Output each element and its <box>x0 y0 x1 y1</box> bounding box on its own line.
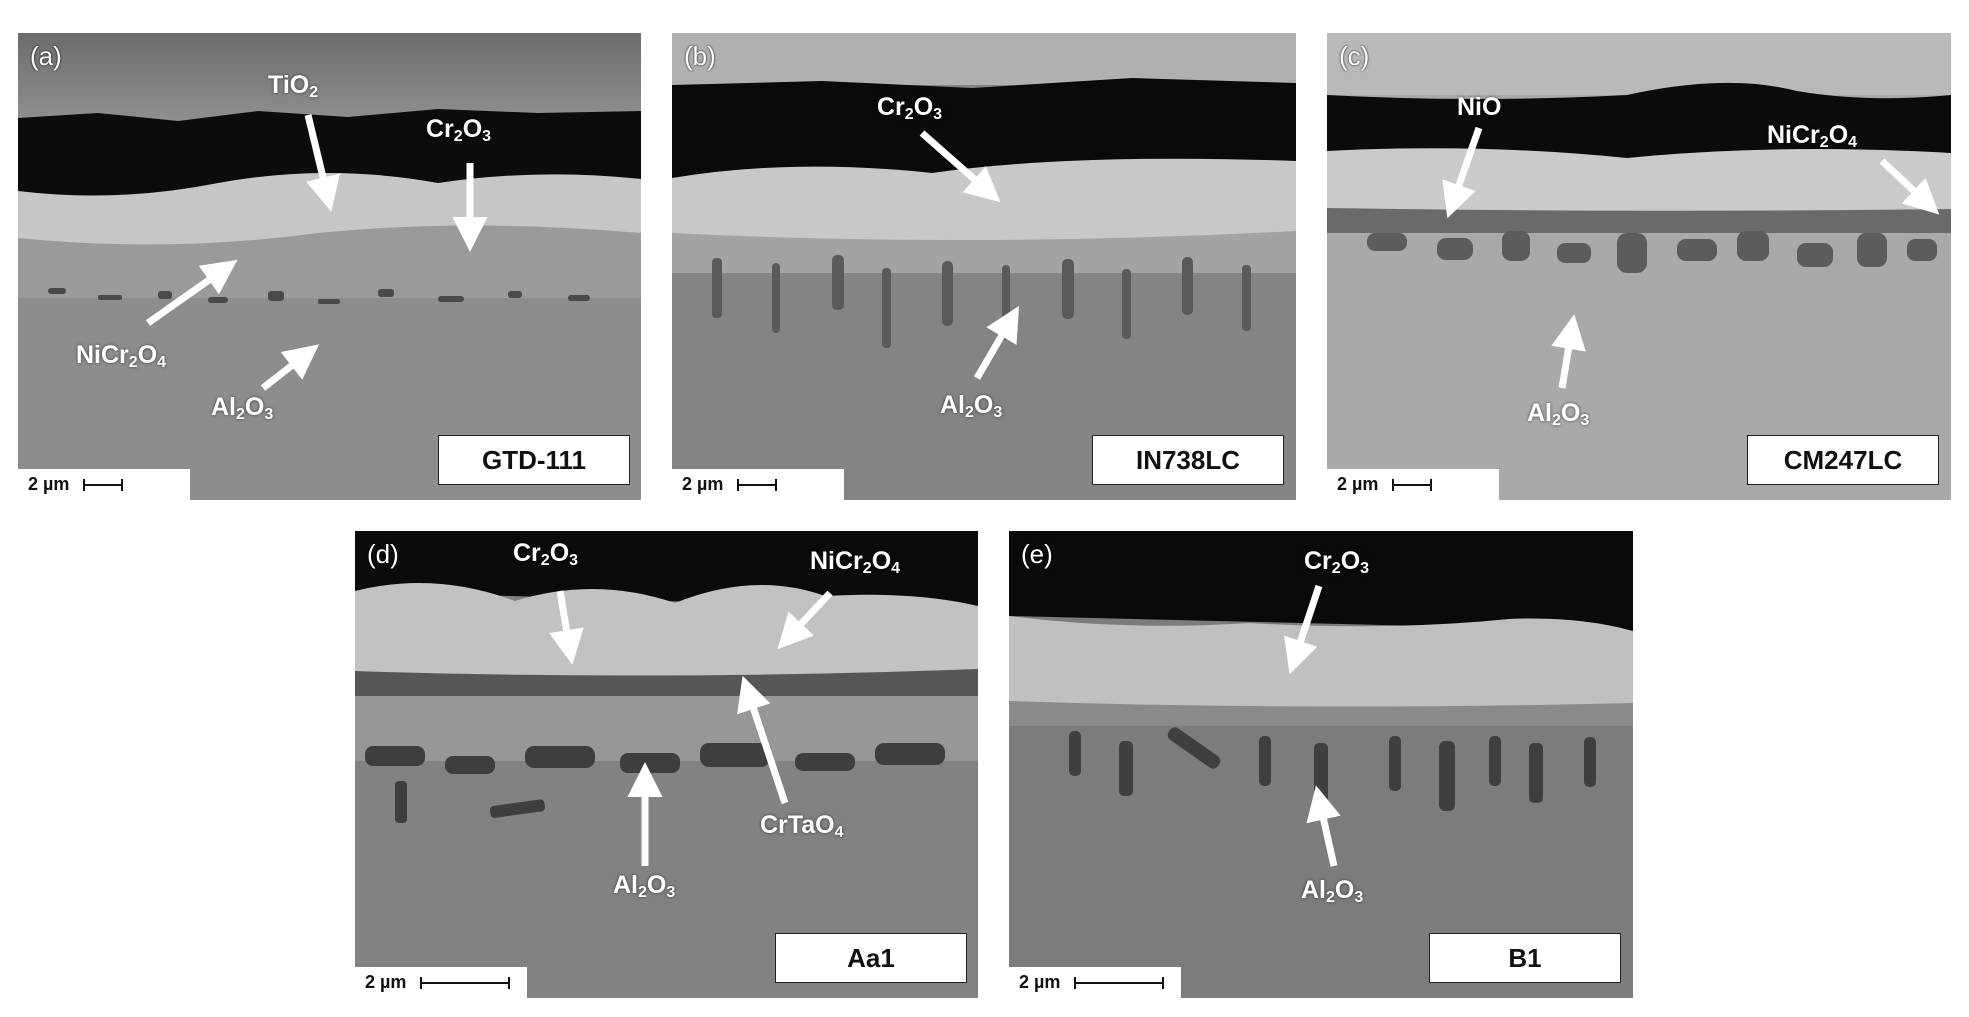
label-cr2o3: Cr2O3 <box>426 115 492 145</box>
label-nicr2o4: NiCr2O4 <box>76 341 167 371</box>
panel-e: (e) Cr2O3 Al2O3 B1 2 µm <box>1009 531 1633 998</box>
panel-letter: (d) <box>367 539 399 569</box>
label-cr2o3: Cr2O3 <box>513 539 579 569</box>
scale-bar-line <box>1392 478 1433 491</box>
sample-label: Aa1 <box>775 933 967 983</box>
sem-micrograph-b <box>672 33 1296 500</box>
panel-letter: (b) <box>684 41 716 71</box>
sem-micrograph-d <box>355 531 978 998</box>
label-al2o3: Al2O3 <box>940 391 1003 421</box>
panel-letter: (c) <box>1339 41 1370 71</box>
label-cr2o3: Cr2O3 <box>1304 547 1370 577</box>
scale-bar-label: 2 µm <box>682 474 724 494</box>
label-al2o3: Al2O3 <box>1527 399 1590 429</box>
sem-micrograph-c <box>1327 33 1951 500</box>
sample-label: IN738LC <box>1092 435 1284 485</box>
label-crtao4: CrTaO4 <box>760 811 844 841</box>
label-al2o3: Al2O3 <box>211 393 274 423</box>
label-nio: NiO <box>1457 93 1502 121</box>
sample-label: B1 <box>1429 933 1621 983</box>
scale-bar-label: 2 µm <box>1019 972 1061 992</box>
scale-bar: 2 µm <box>1009 967 1181 998</box>
label-al2o3: Al2O3 <box>613 871 676 901</box>
panel-b: (b) Cr2O3 Al2O3 IN738LC 2 µm <box>672 33 1296 500</box>
scale-bar: 2 µm <box>355 967 527 998</box>
scale-bar-line <box>737 478 778 491</box>
label-cr2o3: Cr2O3 <box>877 93 943 123</box>
sample-label: GTD-111 <box>438 435 630 485</box>
label-tio2: TiO2 <box>268 71 319 101</box>
panel-a: (a) TiO2 Cr2O3 NiCr2O4 Al2O3 GTD-111 2 µ… <box>18 33 641 500</box>
scale-bar-label: 2 µm <box>1337 474 1379 494</box>
scale-bar-label: 2 µm <box>28 474 70 494</box>
sample-label: CM247LC <box>1747 435 1939 485</box>
scale-bar: 2 µm <box>1327 469 1499 500</box>
panel-letter: (e) <box>1021 539 1053 569</box>
label-nicr2o4: NiCr2O4 <box>810 547 901 577</box>
scale-bar-label: 2 µm <box>365 972 407 992</box>
label-nicr2o4: NiCr2O4 <box>1767 121 1858 151</box>
label-al2o3: Al2O3 <box>1301 876 1364 906</box>
panel-letter: (a) <box>30 41 62 71</box>
sem-micrograph-a <box>18 33 641 500</box>
scale-bar-line <box>83 478 124 491</box>
scale-bar-line <box>420 976 511 989</box>
panel-d: (d) Cr2O3 NiCr2O4 CrTaO4 Al2O3 Aa1 2 µm <box>355 531 978 998</box>
scale-bar: 2 µm <box>672 469 844 500</box>
sem-micrograph-e <box>1009 531 1633 998</box>
scale-bar-line <box>1074 976 1165 989</box>
scale-bar: 2 µm <box>18 469 190 500</box>
panel-c: (c) NiO NiCr2O4 Al2O3 CM247LC 2 µm <box>1327 33 1951 500</box>
